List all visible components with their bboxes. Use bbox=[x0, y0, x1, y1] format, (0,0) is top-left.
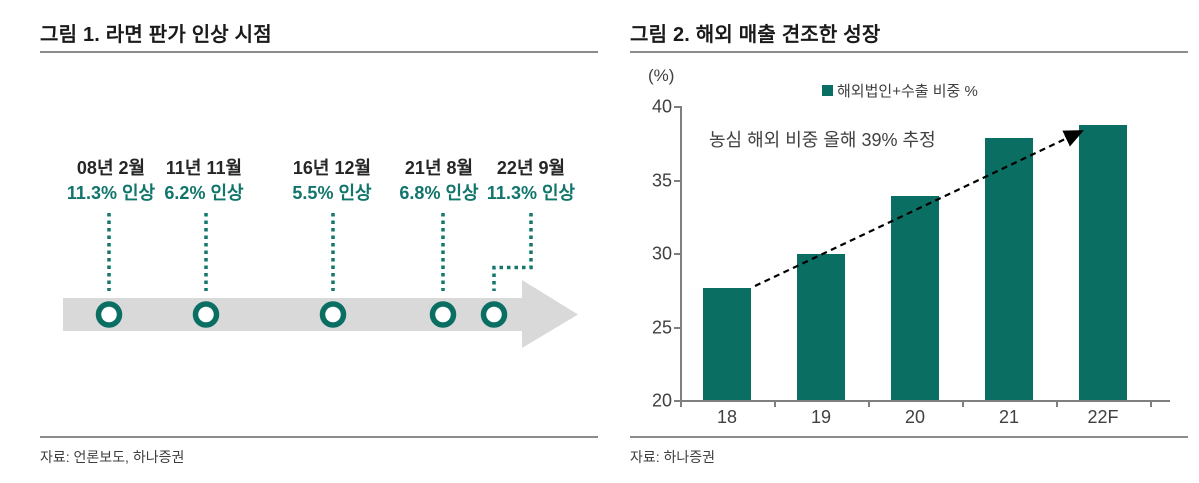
y-tick-label: 30 bbox=[651, 243, 672, 264]
left-title-rule bbox=[40, 51, 598, 53]
x-axis-tick bbox=[680, 402, 682, 407]
timeline-arrowhead bbox=[522, 280, 578, 348]
event-change-label: 11.3% 인상 bbox=[66, 183, 156, 203]
x-axis-tick bbox=[774, 402, 776, 407]
event-date-label: 16년 12월 bbox=[292, 158, 372, 178]
event-date-label: 21년 8월 bbox=[404, 158, 474, 178]
bar-19 bbox=[797, 254, 845, 400]
y-axis-tick bbox=[674, 106, 680, 108]
event-change-label: 11.3% 인상 bbox=[486, 183, 576, 203]
timeline-event-marker bbox=[480, 301, 508, 328]
event-date-label: 11년 11월 bbox=[165, 158, 243, 178]
timeline-event-marker bbox=[192, 301, 220, 328]
event-change-label: 5.5% 인상 bbox=[292, 183, 372, 203]
y-axis-line bbox=[680, 106, 682, 402]
y-axis-tick bbox=[674, 326, 680, 329]
x-axis-tick bbox=[962, 402, 964, 407]
chart-legend: 해외법인+수출 비중 % bbox=[822, 80, 978, 101]
event-change-label: 6.8% 인상 bbox=[399, 183, 479, 203]
bar-22F bbox=[1079, 125, 1127, 400]
right-footer-rule bbox=[630, 436, 1188, 438]
y-axis-tick bbox=[674, 179, 680, 182]
x-tick-label: 21 bbox=[998, 407, 1020, 427]
x-axis-tick bbox=[868, 402, 870, 407]
event-date-label: 22년 9월 bbox=[496, 158, 566, 178]
timeline-event-marker bbox=[429, 301, 457, 328]
y-axis-unit-label: (%) bbox=[648, 66, 675, 85]
right-title-rule bbox=[630, 51, 1188, 53]
event-change-label: 6.2% 인상 bbox=[164, 183, 244, 203]
x-axis-tick bbox=[1150, 402, 1152, 407]
x-tick-label: 20 bbox=[904, 407, 926, 427]
y-axis-tick bbox=[674, 253, 680, 255]
bar-20 bbox=[891, 195, 939, 400]
timeline-event-marker bbox=[319, 301, 347, 328]
x-axis-tick bbox=[1056, 402, 1058, 407]
left-figure-title: 그림 1. 라면 판가 인상 시점 bbox=[40, 24, 272, 46]
chart-annotation: 농심 해외 비중 올해 39% 추정 bbox=[709, 130, 936, 150]
bar-18 bbox=[703, 288, 751, 400]
legend-swatch-icon bbox=[822, 85, 833, 96]
x-axis-line bbox=[680, 400, 1170, 402]
timeline-event-marker bbox=[95, 301, 123, 328]
event-date-label: 08년 2월 bbox=[76, 158, 146, 178]
y-tick-label: 25 bbox=[651, 317, 672, 337]
y-tick-label: 40 bbox=[651, 96, 672, 117]
bar-21 bbox=[985, 138, 1033, 400]
x-tick-label: 18 bbox=[716, 407, 738, 427]
left-footer-rule bbox=[40, 436, 598, 438]
legend-label: 해외법인+수출 비중 % bbox=[837, 83, 978, 100]
x-tick-label: 19 bbox=[810, 407, 832, 427]
right-source-text: 자료: 하나증권 bbox=[630, 449, 716, 465]
y-tick-label: 20 bbox=[651, 390, 672, 411]
right-figure-title: 그림 2. 해외 매출 견조한 성장 bbox=[630, 24, 881, 46]
y-tick-label: 35 bbox=[651, 170, 672, 190]
x-tick-label: 22F bbox=[1087, 407, 1119, 427]
left-source-text: 자료: 언론보도, 하나증권 bbox=[40, 449, 185, 465]
y-axis-tick bbox=[674, 400, 680, 402]
